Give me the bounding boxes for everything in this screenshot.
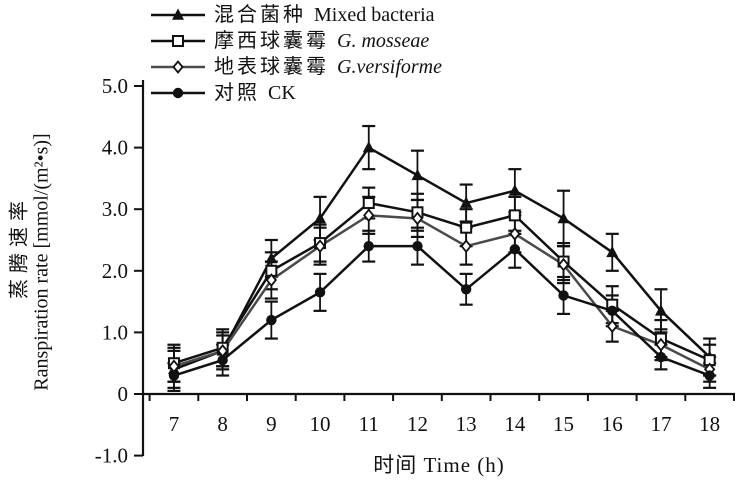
legend-item-0: 混合菌种 Mixed bacteria	[150, 2, 442, 28]
diamond-open-marker	[363, 208, 375, 223]
legend-label: 摩西球囊霉 G. mosseae	[214, 30, 429, 52]
y-tick-label: 3.0	[102, 197, 128, 221]
x-tick-label: 12	[407, 412, 428, 436]
circle-filled-marker	[412, 240, 423, 252]
diamond-open-marker	[606, 319, 618, 334]
circle-filled-marker	[217, 354, 228, 366]
triangle-filled-marker	[411, 168, 424, 181]
legend-item-2: 地表球囊霉 G.versiforme	[150, 54, 442, 80]
circle-filled-marker	[168, 370, 180, 381]
x-tick-label: 18	[699, 412, 720, 436]
series-line-0	[173, 145, 711, 371]
diamond-open-marker	[172, 60, 184, 74]
circle-filled-marker	[460, 284, 472, 295]
circle-filled-marker	[607, 305, 618, 317]
legend-label-latin: G.versiforme	[337, 56, 442, 78]
series-line-1	[173, 201, 711, 365]
y-tick-label: 5.0	[102, 74, 128, 98]
square-open-marker	[362, 197, 375, 210]
chart-legend: 混合菌种 Mixed bacteria 摩西球囊霉 G. mosseae 地表球囊霉…	[150, 2, 442, 106]
x-tick-label: 17	[650, 412, 671, 436]
x-tick-label: 9	[266, 412, 277, 436]
legend-label-latin: G. mosseae	[337, 30, 430, 52]
series-line-2	[173, 214, 711, 371]
diamond-open-marker	[265, 273, 278, 287]
legend-label-latin: CK	[268, 82, 296, 104]
diamond-open-marker	[314, 239, 326, 254]
legend-item-3: 对照 CK	[150, 80, 442, 106]
x-tick-label: 16	[602, 412, 623, 436]
triangle-filled-marker	[508, 184, 521, 196]
x-tick-label: 10	[310, 412, 331, 436]
legend-label: 地表球囊霉 G.versiforme	[214, 56, 442, 78]
legend-label-cn: 地表球囊霉	[214, 56, 337, 78]
diamond-open-marker	[557, 257, 570, 272]
legend-item-1: 摩西球囊霉 G. mosseae	[150, 28, 442, 54]
square-open-marker	[508, 209, 521, 222]
x-tick-label: 11	[359, 412, 379, 436]
series-line-3	[173, 244, 711, 377]
square-icon	[151, 35, 205, 47]
square-open-marker	[460, 221, 473, 234]
y-axis-title-en: Ranspiration rate [mmol/(m²•s)]	[30, 133, 53, 391]
legend-label-cn: 摩西球囊霉	[214, 30, 337, 52]
triangle-filled-marker	[314, 211, 327, 224]
legend-label-cn: 对照	[214, 82, 268, 104]
diamond-open-marker	[655, 337, 667, 352]
circle-filled-marker	[363, 240, 374, 252]
triangle-filled-marker	[606, 245, 619, 258]
diamond-open-marker	[460, 239, 472, 254]
legend-label-cn: 混合菌种	[214, 4, 314, 26]
x-tick-label: 14	[504, 412, 526, 436]
y-tick-label: 4.0	[102, 136, 128, 160]
y-tick-label: 0	[118, 382, 129, 406]
x-tick-label: 15	[553, 412, 574, 436]
square-open-marker	[172, 35, 184, 47]
circle-filled-marker	[266, 314, 277, 326]
legend-label-latin: Mixed bacteria	[314, 4, 435, 26]
legend-label: 混合菌种 Mixed bacteria	[214, 4, 435, 26]
triangle-filled-marker	[265, 251, 278, 264]
x-tick-label: 8	[217, 412, 228, 436]
circle-filled-marker	[172, 87, 184, 99]
circle-filled-marker	[558, 290, 569, 301]
triangle-icon	[151, 8, 205, 20]
circle-filled-marker	[655, 351, 667, 363]
legend-label: 对照 CK	[214, 82, 296, 104]
circle-icon	[151, 87, 205, 99]
triangle-filled-marker	[654, 304, 667, 316]
y-tick-label: 2.0	[102, 259, 128, 283]
triangle-filled-marker	[460, 196, 473, 208]
circle-filled-marker	[509, 244, 521, 255]
diamond-open-marker	[411, 211, 424, 226]
x-axis-title: 时间 Time (h)	[373, 453, 505, 477]
triangle-filled-marker	[557, 211, 570, 224]
circle-filled-marker	[704, 370, 715, 381]
diamond-open-marker	[509, 226, 521, 241]
y-axis-title-cn: 蒸腾速率	[8, 195, 31, 299]
circle-filled-marker	[314, 287, 326, 298]
triangle-filled-marker	[362, 141, 375, 153]
x-tick-label: 13	[456, 412, 477, 436]
triangle-filled-marker	[172, 8, 184, 20]
x-tick-label: 7	[169, 412, 180, 436]
diamond-icon	[151, 60, 205, 74]
y-tick-label: 1.0	[102, 320, 128, 344]
y-tick-label: -1.0	[95, 444, 128, 468]
